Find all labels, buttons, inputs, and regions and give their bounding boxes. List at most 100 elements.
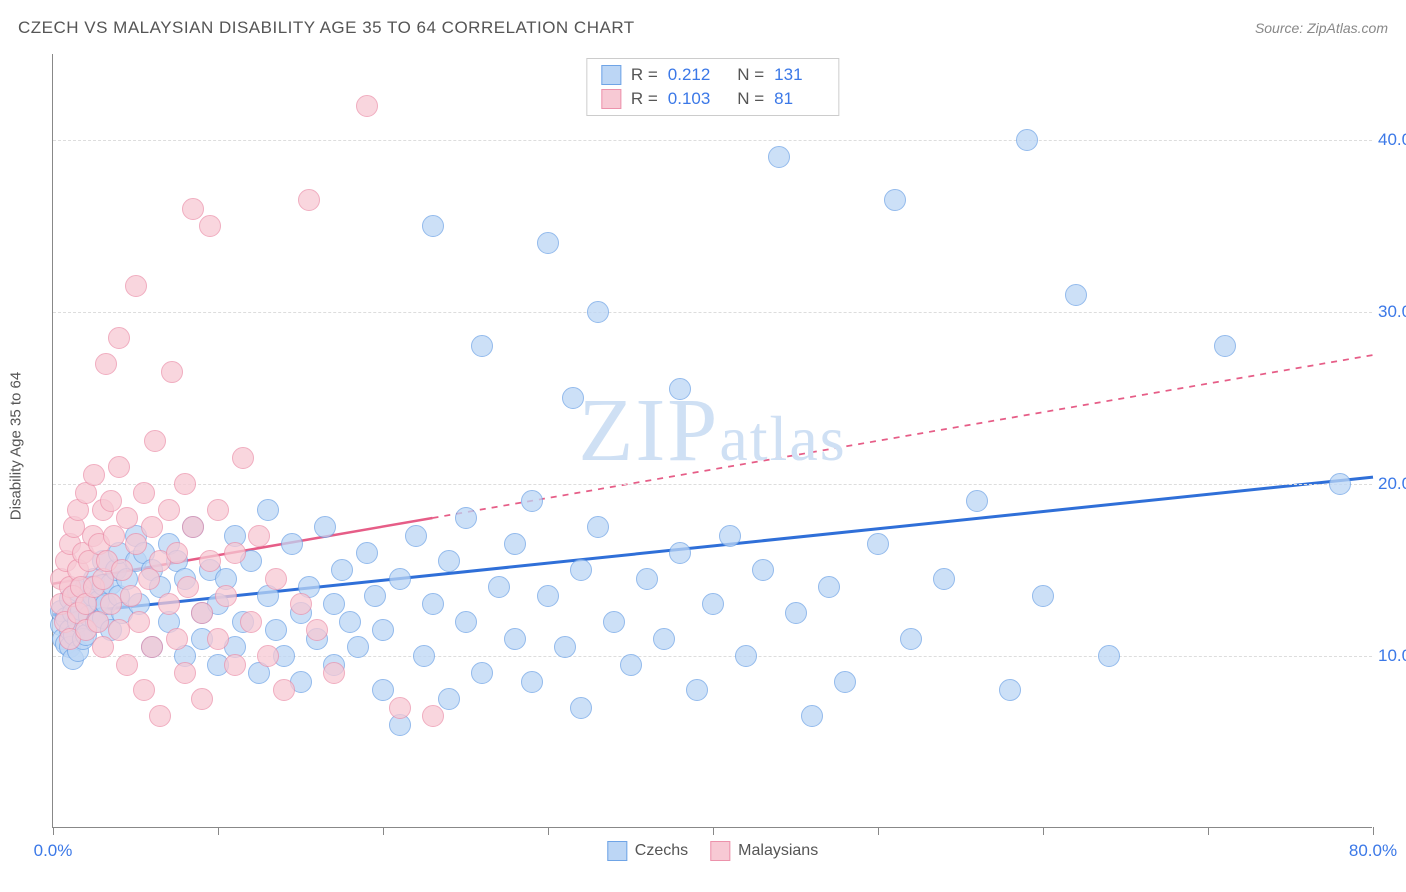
scatter-point [161,361,183,383]
scatter-point [438,688,460,710]
scatter-point [372,619,394,641]
x-tick [383,827,384,835]
scatter-point [438,550,460,572]
scatter-point [199,550,221,572]
scatter-point [752,559,774,581]
scatter-point [174,662,196,684]
scatter-point [587,301,609,323]
scatter-point [521,671,543,693]
scatter-point [537,585,559,607]
scatter-point [1214,335,1236,357]
scatter-point [1329,473,1351,495]
scatter-point [504,628,526,650]
scatter-point [999,679,1021,701]
scatter-point [356,542,378,564]
trend-lines-layer [53,54,1372,827]
scatter-point [719,525,741,547]
scatter-point [95,353,117,375]
scatter-point [116,654,138,676]
scatter-point [306,619,328,641]
scatter-point [215,585,237,607]
scatter-point [1016,129,1038,151]
scatter-point [669,542,691,564]
scatter-point [166,628,188,650]
y-tick-label: 10.0% [1378,646,1406,666]
scatter-point [801,705,823,727]
r-value: 0.103 [668,89,718,109]
scatter-point [356,95,378,117]
scatter-point [488,576,510,598]
y-tick-label: 30.0% [1378,302,1406,322]
scatter-point [314,516,336,538]
scatter-point [471,662,493,684]
x-tick [1208,827,1209,835]
x-tick [1373,827,1374,835]
scatter-point [570,697,592,719]
scatter-point [636,568,658,590]
stats-legend-box: R = 0.212 N = 131R = 0.103 N = 81 [586,58,839,116]
scatter-point [199,215,221,237]
legend-item: Malaysians [710,841,818,861]
grid-line [53,656,1372,657]
scatter-point [144,430,166,452]
scatter-point [298,189,320,211]
scatter-point [389,697,411,719]
scatter-point [141,516,163,538]
scatter-point [108,619,130,641]
scatter-point [158,593,180,615]
scatter-point [207,628,229,650]
scatter-point [422,215,444,237]
chart-title: CZECH VS MALAYSIAN DISABILITY AGE 35 TO … [18,18,635,38]
scatter-point [372,679,394,701]
scatter-point [182,516,204,538]
scatter-point [224,654,246,676]
x-tick [548,827,549,835]
scatter-point [768,146,790,168]
scatter-point [100,490,122,512]
grid-line [53,312,1372,313]
scatter-point [389,568,411,590]
header-bar: CZECH VS MALAYSIAN DISABILITY AGE 35 TO … [18,18,1388,38]
scatter-point [100,593,122,615]
n-value: 131 [774,65,824,85]
scatter-point [166,542,188,564]
scatter-point [933,568,955,590]
grid-line [53,484,1372,485]
scatter-point [347,636,369,658]
r-label: R = [631,89,658,109]
source-label: Source: [1255,20,1307,36]
scatter-point [867,533,889,555]
scatter-plot-area: ZIPatlas R = 0.212 N = 131R = 0.103 N = … [52,54,1372,828]
legend-stats-row: R = 0.212 N = 131 [601,63,824,87]
scatter-point [224,542,246,564]
legend-item: Czechs [607,841,688,861]
legend-label: Czechs [635,842,688,860]
scatter-point [174,473,196,495]
scatter-point [290,593,312,615]
scatter-point [471,335,493,357]
n-label: N = [728,65,764,85]
scatter-point [455,611,477,633]
legend-swatch [601,65,621,85]
scatter-point [504,533,526,555]
scatter-point [177,576,199,598]
scatter-point [620,654,642,676]
scatter-point [537,232,559,254]
scatter-point [111,559,133,581]
grid-line [53,140,1372,141]
scatter-point [108,327,130,349]
scatter-point [133,679,155,701]
scatter-point [158,499,180,521]
scatter-point [653,628,675,650]
trend-line-dashed [433,355,1374,518]
scatter-point [323,593,345,615]
scatter-point [207,499,229,521]
scatter-point [273,679,295,701]
scatter-point [265,619,287,641]
scatter-point [455,507,477,529]
scatter-point [92,636,114,658]
scatter-point [248,525,270,547]
scatter-point [257,645,279,667]
scatter-point [405,525,427,547]
y-axis-label: Disability Age 35 to 64 [8,372,25,520]
